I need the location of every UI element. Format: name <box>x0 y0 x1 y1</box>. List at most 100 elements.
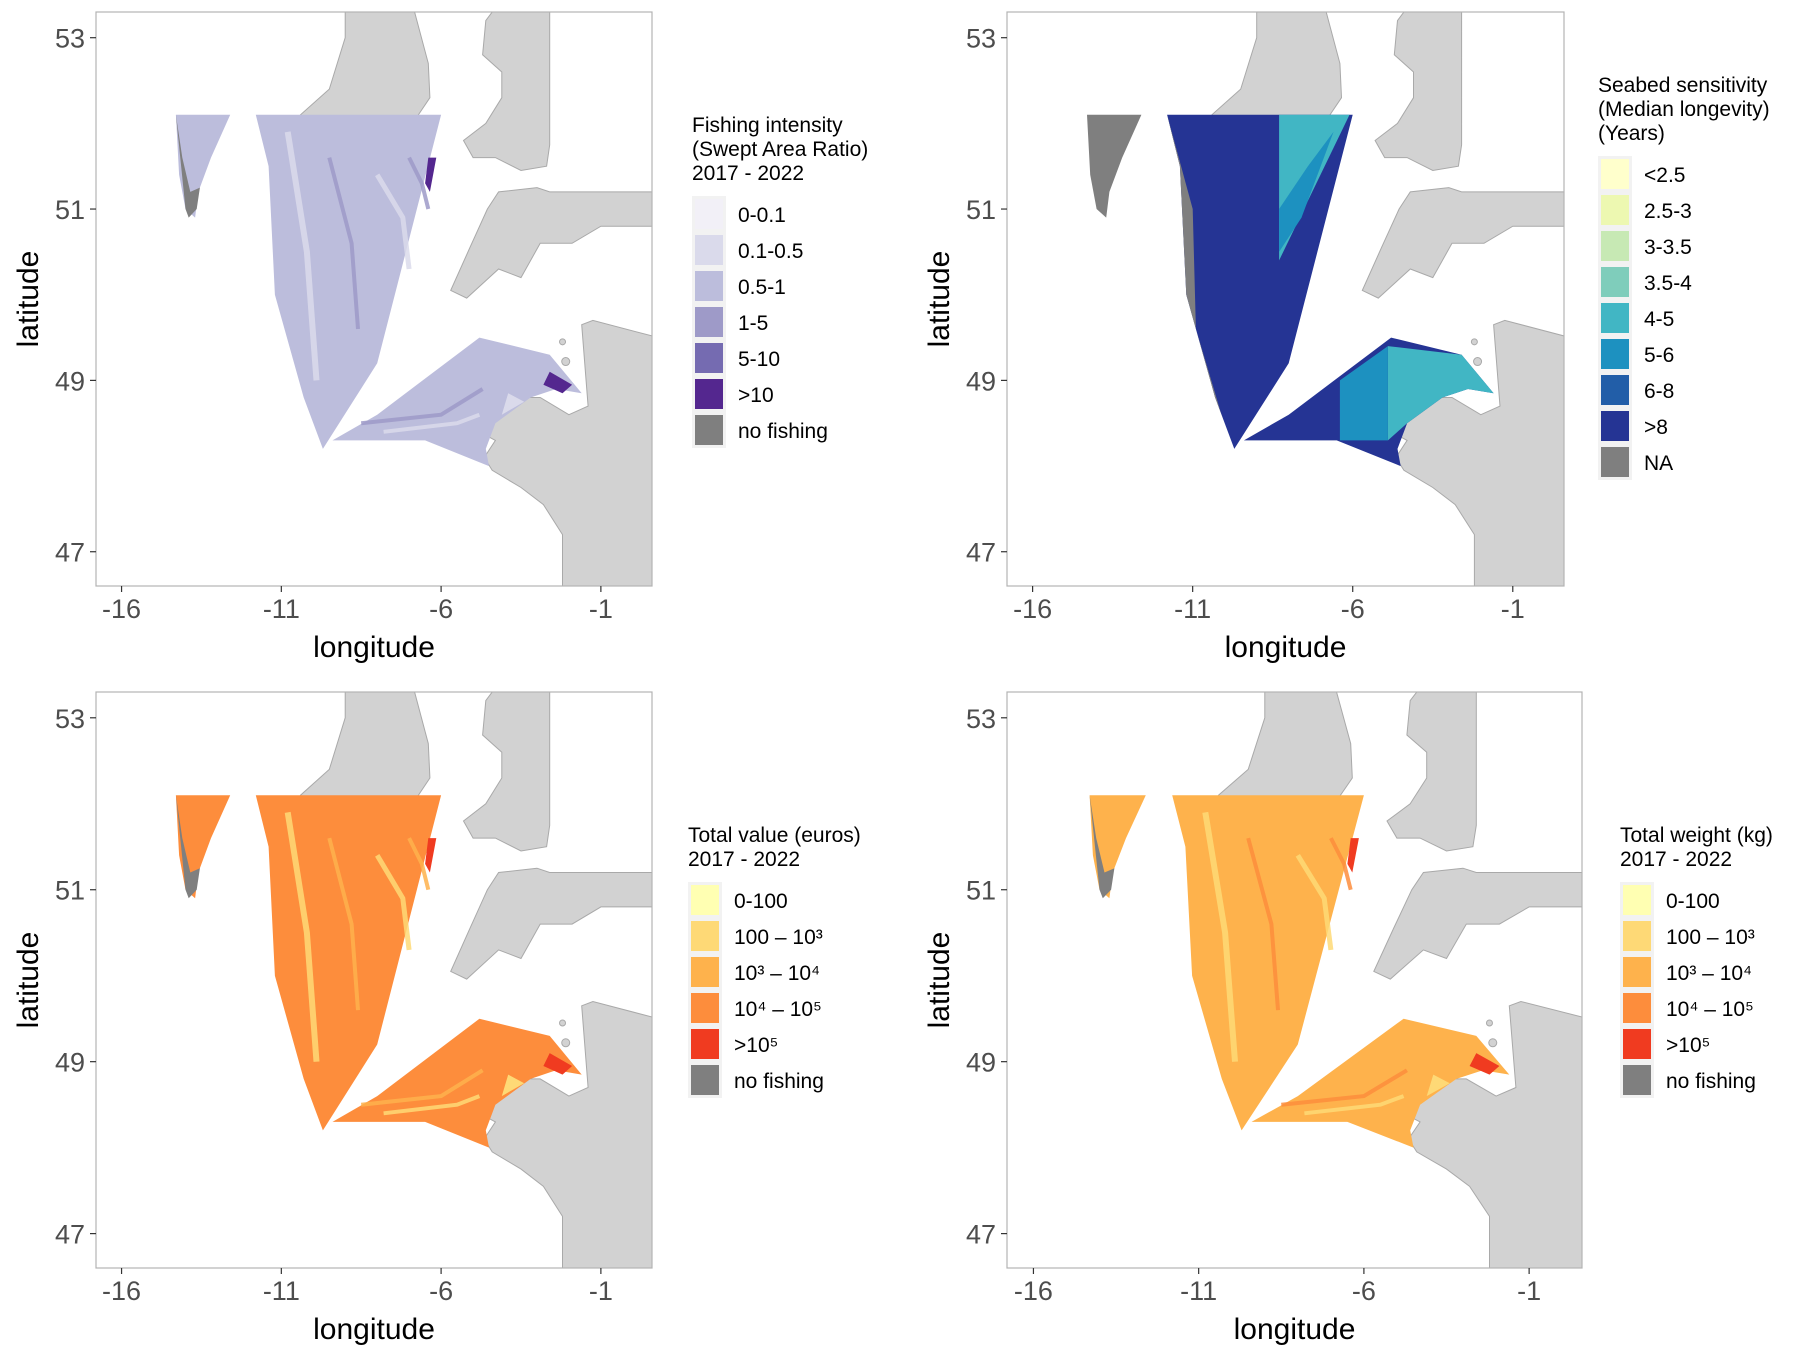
data-variation <box>1426 1074 1450 1097</box>
y-tick-label: 47 <box>55 538 85 568</box>
legend-item-label: 3-3.5 <box>1644 236 1692 259</box>
legend-total-weight: Total weight (kg) 2017 - 2022 0-100 100 – … <box>1620 824 1773 1098</box>
data-variation <box>1202 811 1238 1062</box>
data-variation <box>407 837 431 891</box>
land-channel-islands <box>559 1019 567 1027</box>
x-tick-label: -16 <box>1014 1276 1053 1306</box>
x-tick-label: -16 <box>102 1276 141 1306</box>
legend-key-background <box>1620 882 1654 1098</box>
data-hotspot <box>543 371 573 394</box>
no-fishing-west <box>175 795 200 899</box>
x-tick-label: -11 <box>263 1276 300 1306</box>
legend-seabed-sensitivity: Seabed sensitivity(Median longevity)(Yea… <box>1598 74 1770 480</box>
panel-border <box>1006 11 1565 587</box>
y-tick-label: 53 <box>966 704 996 734</box>
y-tick-label: 49 <box>966 1048 996 1078</box>
legend-swatch <box>1601 195 1629 225</box>
legend-item-label: >10 <box>738 384 774 407</box>
legend-swatch <box>1601 303 1629 333</box>
data-variation <box>1304 1094 1405 1116</box>
x-tick-label: -6 <box>429 594 453 624</box>
panel-border <box>95 11 653 587</box>
legend-title: Total weight (kg) <box>1620 824 1773 847</box>
x-tick-label: -6 <box>1341 594 1365 624</box>
x-tick-label: -6 <box>429 1276 453 1306</box>
panel-border <box>1006 691 1583 1269</box>
data-variation <box>383 1094 481 1116</box>
y-tick-label: 49 <box>966 366 996 396</box>
legend-item-label: 0-100 <box>734 890 788 913</box>
legend-item-label: >10⁵ <box>1666 1034 1710 1057</box>
land-wales <box>1386 692 1477 852</box>
x-tick-label: -1 <box>589 594 613 624</box>
data-area-celtic-sea <box>255 795 442 1131</box>
data-variation <box>360 387 484 426</box>
data-layer <box>175 795 582 1148</box>
legend-title: (Swept Area Ratio) <box>692 138 868 161</box>
legend-title: 2017 - 2022 <box>692 162 804 185</box>
legend-swatch <box>1601 339 1629 369</box>
map-panel-total-weight: -16 -11 -6 -1 53 51 49 47 longitude latitude Total… <box>923 691 1773 1346</box>
legend-item-label: 0-0.1 <box>738 204 786 227</box>
x-tick-label: -11 <box>1180 1276 1217 1306</box>
legend-swatch <box>695 415 723 445</box>
data-hotspot <box>1469 1053 1500 1075</box>
data-layer <box>175 114 582 467</box>
legend-item-label: 3.5-4 <box>1644 272 1692 295</box>
x-axis-label: longitude <box>313 1313 435 1346</box>
legend-item-label: no fishing <box>1666 1070 1756 1093</box>
x-tick-label: -6 <box>1352 1276 1376 1306</box>
data-variation <box>360 1068 484 1107</box>
x-tick-label: -1 <box>589 1276 613 1306</box>
data-layer <box>1087 114 1494 467</box>
data-hotspot <box>543 1053 573 1075</box>
legend-item-label: NA <box>1644 452 1673 475</box>
legend-swatch <box>1601 159 1629 189</box>
land-wales <box>462 12 551 172</box>
legend-title: 2017 - 2022 <box>688 848 800 871</box>
data-variation <box>1279 131 1334 252</box>
data-hotspot <box>1347 838 1359 873</box>
x-axis-label: longitude <box>1234 1313 1356 1346</box>
data-variation <box>375 173 412 270</box>
legend-swatch <box>1623 921 1651 951</box>
legend-item-label: no fishing <box>738 420 828 443</box>
legend-swatch <box>1623 957 1651 987</box>
na-area-shelf-edge <box>1167 114 1235 449</box>
data-area-celtic-sea <box>1172 795 1364 1131</box>
data-variation <box>327 837 360 1011</box>
legend-swatch <box>691 993 719 1023</box>
legend-item-label: 0-100 <box>1666 890 1720 913</box>
legend-swatch <box>695 235 723 265</box>
legend-fishing-intensity: Fishing intensity(Swept Area Ratio) 2017… <box>692 114 868 448</box>
data-layer <box>1089 795 1510 1148</box>
data-variation <box>1329 837 1353 891</box>
legend-swatch <box>1623 993 1651 1023</box>
legend-swatch <box>1601 411 1629 441</box>
land-channel-islands <box>561 357 571 367</box>
y-axis-label: latitude <box>923 932 956 1029</box>
no-fishing-west <box>175 114 200 218</box>
land-channel-islands <box>561 1038 571 1048</box>
data-variation <box>501 393 525 415</box>
y-axis-label: latitude <box>12 251 45 348</box>
legend-title: Seabed sensitivity <box>1598 74 1768 97</box>
legend-item-label: 4-5 <box>1644 308 1674 331</box>
legend-item-label: 5-10 <box>738 348 780 371</box>
legend-total-value: Total value (euros) 2017 - 2022 0-100 100 … <box>688 824 861 1098</box>
y-tick-label: 53 <box>966 24 996 54</box>
land-england <box>450 187 652 299</box>
legend-item-label: no fishing <box>734 1070 824 1093</box>
land-channel-islands <box>1470 338 1478 346</box>
y-axis-label: latitude <box>12 932 45 1029</box>
x-tick-label: -11 <box>1174 594 1211 624</box>
land-wales <box>462 692 551 852</box>
legend-item-label: 0.1-0.5 <box>738 240 803 263</box>
data-variation <box>284 131 320 381</box>
land-channel-islands <box>1473 357 1483 367</box>
land-england <box>450 867 652 980</box>
legend-title: (Median longevity) <box>1598 98 1770 121</box>
map-panel-seabed-sensitivity: -16 -11 -6 -1 53 51 49 47 longitude latitude Seabe… <box>923 11 1770 664</box>
data-area-channel-approaches <box>332 337 582 467</box>
